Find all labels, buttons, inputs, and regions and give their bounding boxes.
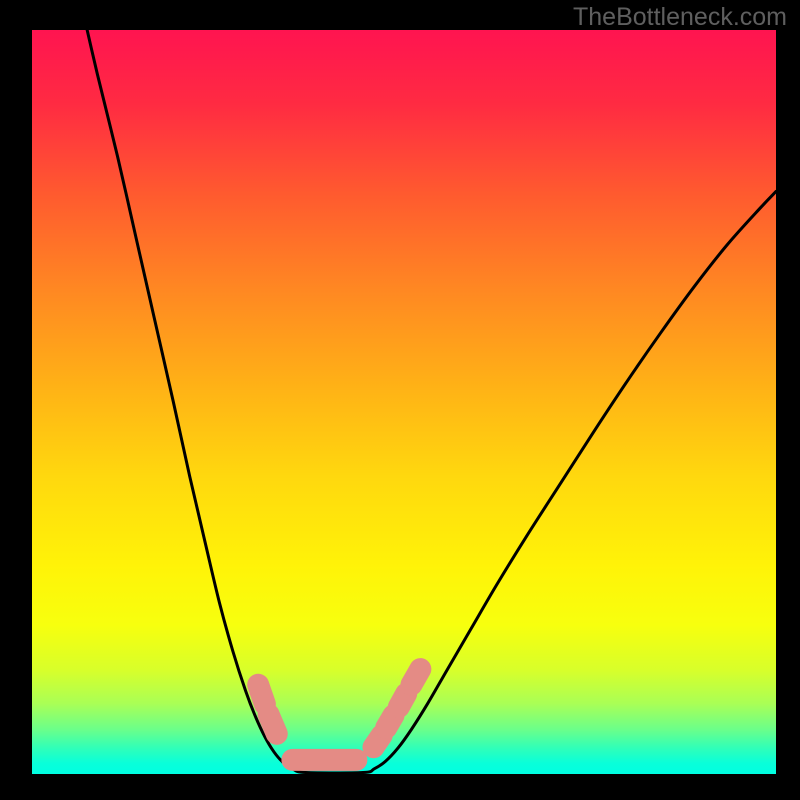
curve-layer (32, 30, 776, 774)
chart-stage: TheBottleneck.com (0, 0, 800, 800)
watermark-text: TheBottleneck.com (573, 3, 787, 32)
highlight-marker (411, 669, 420, 685)
highlight-marker (258, 685, 265, 704)
highlight-marker (399, 694, 406, 707)
highlight-marker (269, 714, 277, 733)
highlight-marker (386, 715, 393, 728)
plot-area (32, 30, 776, 774)
highlight-markers (258, 669, 420, 760)
